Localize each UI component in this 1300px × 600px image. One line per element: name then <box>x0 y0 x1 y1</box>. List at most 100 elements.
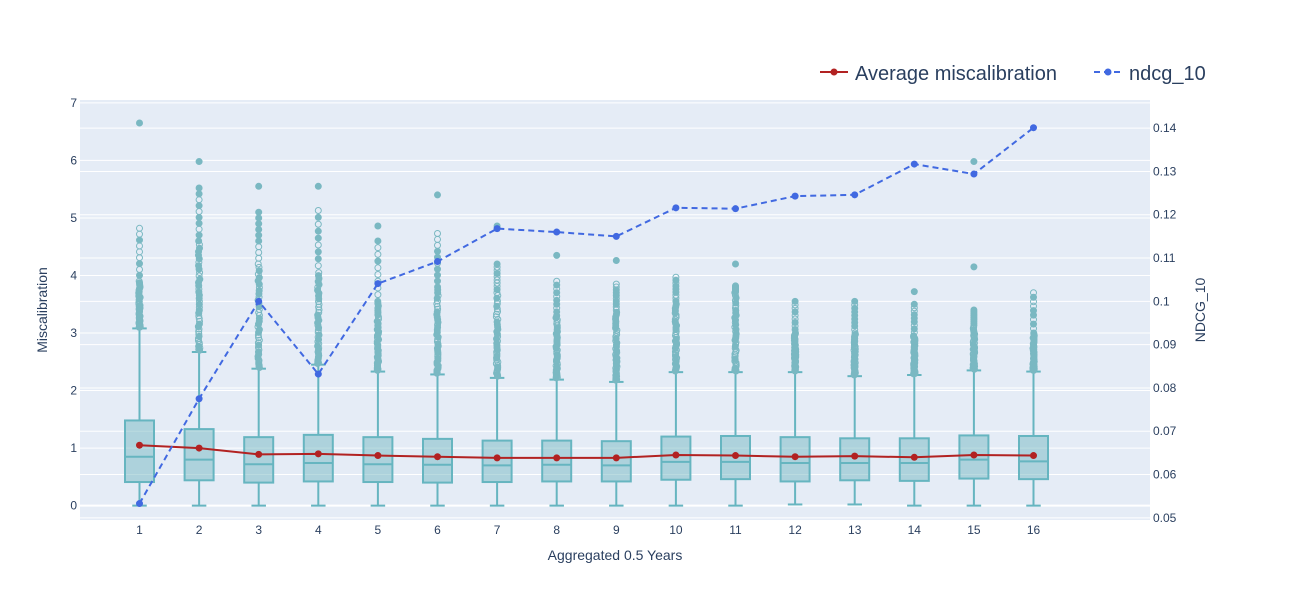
average-miscalibration-point <box>314 450 322 458</box>
box-outlier <box>434 277 441 285</box>
y2-tick-label: 0.07 <box>1153 424 1177 438</box>
x-tick-label: 4 <box>315 523 322 537</box>
box-outlier <box>255 220 263 228</box>
y-tick-label: 4 <box>70 268 77 282</box>
ndcg-10-point <box>493 225 501 233</box>
box-outlier <box>136 260 143 268</box>
average-miscalibration-point <box>553 454 561 462</box>
y-tick-label: 3 <box>70 326 77 340</box>
box-outlier <box>255 263 263 271</box>
y-tick-label: 0 <box>70 499 77 513</box>
box-outlier <box>314 220 322 228</box>
box-outlier <box>195 190 203 198</box>
legend-label-ndcg-10: ndcg_10 <box>1129 63 1206 85</box>
box-outlier <box>314 227 322 235</box>
average-miscalibration-point <box>851 452 859 460</box>
ndcg-10-line <box>138 126 1035 505</box>
average-miscalibration-point <box>136 441 143 449</box>
box-outlier <box>910 311 918 319</box>
box-outlier <box>1030 302 1037 310</box>
y-axis-title: Miscalibration <box>34 267 50 353</box>
box-outlier <box>195 272 203 280</box>
average-miscalibration-point <box>672 451 680 459</box>
box-outlier <box>970 158 978 166</box>
y2-tick-label: 0.11 <box>1153 251 1176 265</box>
box-outlier <box>374 257 382 265</box>
boxes <box>124 119 1049 507</box>
legend-item-ndcg-10[interactable]: ndcg_10 <box>1094 63 1206 85</box>
box-outlier <box>492 313 500 321</box>
x-tick-label: 3 <box>255 523 262 537</box>
x-tick-label: 15 <box>967 523 981 537</box>
box-outlier <box>970 306 978 314</box>
average-miscalibration-point <box>791 453 799 461</box>
box-outlier <box>791 315 799 323</box>
box-body <box>898 437 930 482</box>
box-outlier <box>1030 289 1037 297</box>
x-tick-label: 1 <box>136 523 143 537</box>
box-outlier <box>255 225 263 233</box>
x-axis-title: Aggregated 0.5 Years <box>548 547 683 563</box>
box-outlier <box>791 297 799 305</box>
average-miscalibration-point <box>1030 452 1037 460</box>
box-outlier <box>612 257 620 265</box>
box-outlier <box>255 341 263 349</box>
ndcg-10-point <box>612 232 620 240</box>
box-outlier <box>136 236 143 244</box>
box-outlier <box>433 303 441 311</box>
y-tick-label: 7 <box>70 96 77 110</box>
box-outlier <box>374 250 382 258</box>
x-tick-label: 7 <box>494 523 501 537</box>
box-outlier <box>851 297 859 305</box>
y2-tick-label: 0.08 <box>1153 381 1177 395</box>
x-tick-label: 8 <box>553 523 560 537</box>
box-outlier <box>315 306 323 314</box>
box-outlier <box>791 318 799 326</box>
box-outlier <box>314 213 322 221</box>
y-tick-label: 5 <box>70 211 77 225</box>
box-outlier <box>314 262 322 270</box>
legend: Average miscalibration ndcg_10 <box>820 63 1206 85</box>
box-outlier <box>374 291 382 299</box>
box-outlier <box>315 269 323 277</box>
box-outlier <box>195 237 203 245</box>
x-tick-label: 14 <box>908 523 922 537</box>
box-outlier <box>553 251 561 259</box>
ndcg-10-point <box>374 280 382 288</box>
box-outlier <box>255 237 263 245</box>
box-outlier <box>255 214 263 222</box>
ndcg-10-point <box>434 258 441 266</box>
box-outlier <box>910 288 918 296</box>
average-miscalibration-point <box>970 451 978 459</box>
y2-tick-label: 0.06 <box>1153 468 1177 482</box>
box-outlier <box>374 264 382 272</box>
y2-tick-label: 0.05 <box>1153 511 1177 525</box>
box-outlier <box>195 202 203 210</box>
box-outlier <box>613 331 621 339</box>
box-outlier <box>434 247 441 255</box>
box-outlier <box>434 271 441 279</box>
box-outlier <box>791 325 799 333</box>
average-miscalibration-point <box>374 452 382 460</box>
y-tick-label: 2 <box>70 384 77 398</box>
x-tick-label: 2 <box>196 523 203 537</box>
y-ticks: 0 1 2 3 4 5 6 7 <box>70 96 77 513</box>
legend-item-average-miscalibration[interactable]: Average miscalibration <box>820 63 1057 85</box>
ndcg-10-point <box>851 191 859 199</box>
box-outlier <box>314 234 322 242</box>
box-outlier <box>315 309 323 317</box>
box-outlier <box>732 282 739 290</box>
ndcg-10-point <box>732 205 739 213</box>
box-outlier <box>613 308 621 316</box>
box-body <box>422 437 453 484</box>
box-outlier <box>255 231 263 239</box>
average-miscalibration-line <box>139 444 1034 459</box>
x-tick-label: 9 <box>613 523 620 537</box>
average-miscalibration-point <box>612 454 620 462</box>
average-miscalibration-point <box>195 444 203 452</box>
box-outlier <box>732 260 739 268</box>
y2-tick-label: 0.14 <box>1153 121 1177 135</box>
box-body <box>183 428 215 482</box>
average-miscalibration-point <box>732 452 739 460</box>
